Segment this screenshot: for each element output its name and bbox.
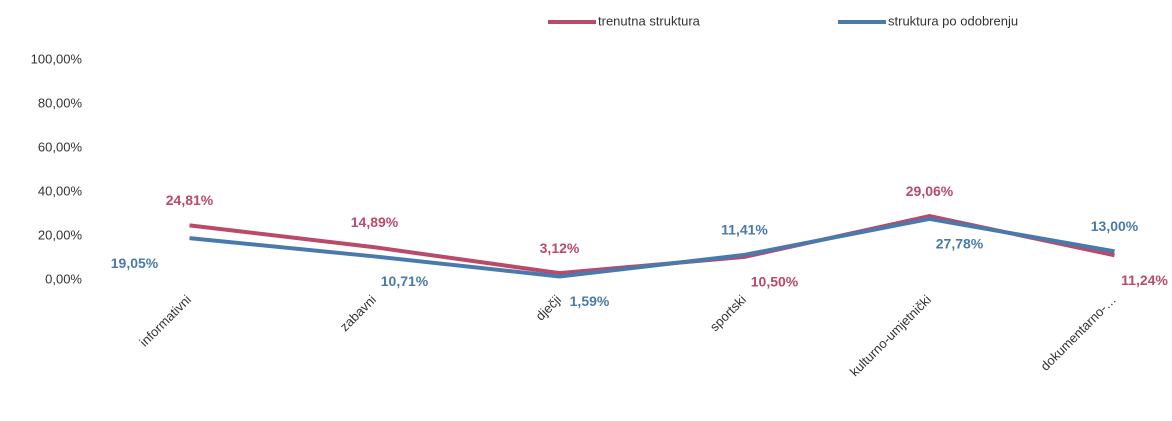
x-tick-label: dokumentarno-… (1037, 292, 1119, 374)
x-tick-label: zabavni (337, 292, 379, 334)
value-label: 24,81% (166, 192, 214, 208)
y-tick-label: 80,00% (38, 95, 83, 110)
value-label: 27,78% (936, 236, 984, 252)
value-label: 29,06% (906, 183, 954, 199)
value-label: 3,12% (540, 240, 580, 256)
value-label: 11,41% (721, 222, 768, 238)
y-tick-label: 0,00% (45, 271, 82, 286)
series-line (189, 216, 1115, 279)
y-tick-label: 40,00% (38, 183, 83, 198)
value-label: 10,71% (381, 273, 429, 289)
legend-label: trenutna struktura (598, 13, 701, 28)
x-tick-label: kulturno-umjetnički (847, 292, 934, 379)
x-tick-label: dječji (532, 292, 564, 324)
y-tick-label: 100,00% (31, 51, 83, 66)
y-tick-label: 60,00% (38, 139, 83, 154)
value-label: 19,05% (111, 255, 159, 271)
value-label: 14,89% (351, 214, 399, 230)
legend-label: struktura po odobrenju (888, 13, 1018, 28)
x-tick-label: informativni (136, 292, 194, 350)
value-label: 11,24% (1121, 272, 1168, 288)
x-tick-label: sportski (707, 292, 749, 334)
value-label: 13,00% (1091, 218, 1139, 234)
value-label: 10,50% (751, 274, 799, 290)
y-tick-label: 20,00% (38, 227, 83, 242)
value-label: 1,59% (570, 293, 610, 309)
